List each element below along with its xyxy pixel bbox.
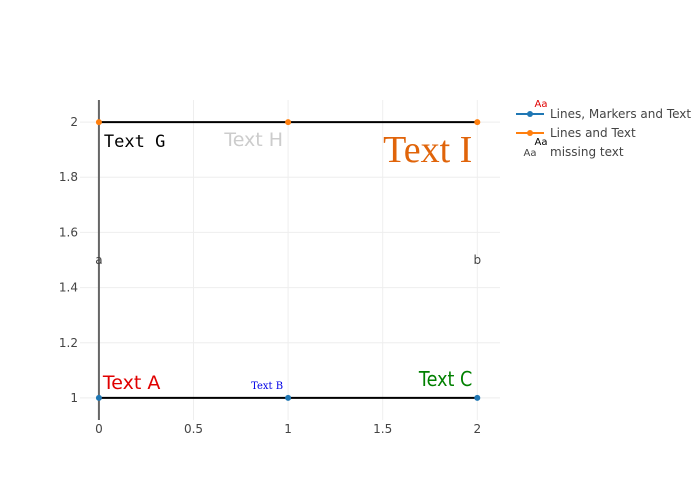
series-layer — [95, 119, 481, 401]
series-0-marker-0[interactable] — [95, 394, 102, 401]
y-tick-label-4: 1.8 — [59, 170, 78, 184]
series-1-marker-0[interactable] — [95, 119, 102, 126]
series-1-label-2: Text I — [383, 129, 472, 171]
y-tick-label-0: 1 — [70, 391, 78, 405]
x-tick-label-0: 0 — [95, 422, 103, 436]
series-0-label-1: Text B — [251, 381, 283, 392]
legend-marker-1 — [527, 130, 533, 136]
series-1-label-1: Text H — [223, 129, 283, 151]
legend-sample-2: Aa — [524, 148, 537, 159]
y-tick-label-2: 1.4 — [59, 281, 78, 295]
x-tick-label-4: 2 — [473, 422, 481, 436]
legend-sample-1: Aa — [535, 137, 548, 148]
legend-label-0: Lines, Markers and Text — [550, 107, 691, 121]
series-0-label-2: Text C — [418, 369, 472, 391]
series-2-label-1: b — [473, 253, 481, 267]
axis-ticks: 0 0.5 1 1.5 2 1 1.2 1.4 1.6 1.8 2 — [59, 115, 481, 436]
legend-item-2[interactable]: Aa missing text — [524, 145, 624, 159]
series-0-marker-1[interactable] — [285, 394, 292, 401]
series-1-label-0: Text G — [104, 132, 165, 152]
series-2-label-0: a — [95, 253, 102, 267]
x-tick-label-2: 1 — [284, 422, 292, 436]
y-tick-label-5: 2 — [70, 115, 78, 129]
series-0-marker-2[interactable] — [474, 394, 481, 401]
point-labels: Text A Text B Text C Text G Text H Text I a b — [95, 129, 481, 394]
y-tick-label-3: 1.6 — [59, 225, 78, 239]
series-1-marker-2[interactable] — [474, 119, 481, 126]
legend-marker-0 — [527, 111, 533, 117]
series-1-marker-1[interactable] — [285, 119, 292, 126]
series-0-label-0: Text A — [102, 372, 160, 394]
legend-sample-0: Aa — [535, 99, 548, 110]
legend-label-1: Lines and Text — [550, 126, 636, 140]
legend-label-2: missing text — [550, 145, 624, 159]
x-tick-label-3: 1.5 — [373, 422, 392, 436]
x-tick-label-1: 0.5 — [184, 422, 203, 436]
y-tick-label-1: 1.2 — [59, 336, 78, 350]
